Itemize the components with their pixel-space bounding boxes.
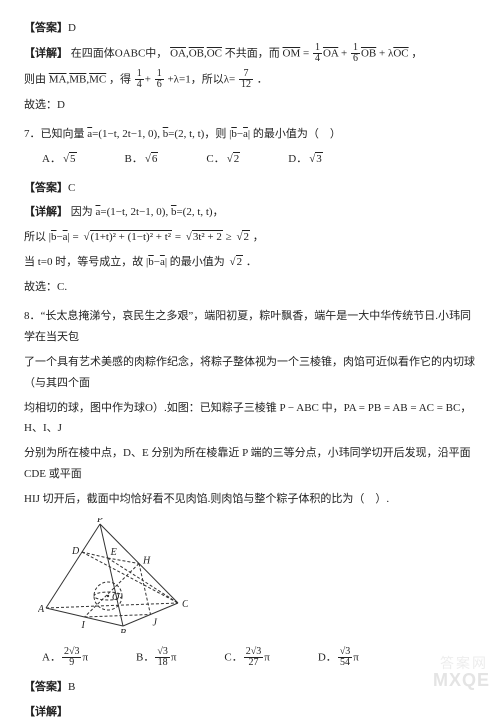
q8-opt-a[interactable]: A．2√39π	[42, 647, 88, 669]
svg-text:A: A	[38, 604, 45, 615]
q8-stem-5: HIJ 切开后，截面中均恰好看不见肉馅.则肉馅与整个粽子体积的比为（ ）.	[24, 489, 476, 510]
svg-text:J: J	[153, 618, 158, 629]
q6-answer: 【答案】D	[24, 18, 476, 39]
q8-answer: 【答案】B	[24, 677, 476, 698]
q8-expl: 【详解】	[24, 702, 476, 723]
svg-text:H: H	[142, 556, 151, 567]
q8-stem-3: 均相切的球，图中作为球O）.如图：已知粽子三棱锥 P − ABC 中，PA = …	[24, 398, 476, 440]
tetrahedron-svg: P A B C D E H I J O	[38, 518, 188, 633]
svg-text:D: D	[71, 546, 80, 557]
answer-label: 【答案】	[24, 22, 68, 34]
answer-value: D	[68, 22, 76, 34]
q7-opt-c[interactable]: C．2	[206, 149, 240, 170]
q8-opt-b[interactable]: B．√318π	[136, 647, 176, 669]
q7-opt-a[interactable]: A．5	[42, 149, 77, 170]
q6-end: 故选：D	[24, 95, 476, 116]
q8-figure: P A B C D E H I J O	[38, 518, 476, 641]
q7-expl-1: 【详解】 因为 a=(1−t, 2t−1, 0), b=(2, t, t)，	[24, 202, 476, 223]
q7-opt-d[interactable]: D．3	[288, 149, 323, 170]
svg-text:C: C	[182, 599, 188, 610]
q7-opt-b[interactable]: B．6	[125, 149, 159, 170]
q7-options: A．5 B．6 C．2 D．3	[24, 149, 476, 170]
q8-options: A．2√39π B．√318π C．2√327π D．√354π	[24, 647, 476, 669]
svg-text:P: P	[96, 518, 103, 525]
q7-stem: 7．已知向量 a=(1−t, 2t−1, 0), b=(2, t, t)，则 |…	[24, 124, 476, 145]
q6-expl-1: 【详解】 在四面体OABC中， OA,OB,OC 不共面，而 OM = 14OA…	[24, 43, 476, 65]
q7-end: 故选：C.	[24, 277, 476, 298]
q8-stem-4: 分别为所在棱中点，D、E 分别为所在棱靠近 P 端的三等分点，小玮同学切开后发现…	[24, 443, 476, 485]
q7-expl-3: 当 t=0 时，等号成立，故 |b−a| 的最小值为 2 ．	[24, 252, 476, 273]
q7-expl-2: 所以 |b−a| = (1+t)² + (1−t)² + t² = 3t² + …	[24, 227, 476, 248]
q8-stem-1: 8．“长太息掩涕兮，哀民生之多艰”，端阳初夏，粽叶飘香，端午是一大中华传统节日.…	[24, 306, 476, 348]
svg-text:O: O	[112, 592, 119, 603]
q8-stem-2: 了一个具有艺术美感的肉粽作纪念，将粽子整体视为一个三棱锥，肉馅可近似看作它的内切…	[24, 352, 476, 394]
q6-expl-2: 则由 MA,MB,MC ，得 14+ 16 +λ=1，所以λ= 712 ．	[24, 69, 476, 91]
svg-text:B: B	[120, 628, 126, 633]
svg-text:E: E	[110, 547, 117, 558]
q8-opt-d[interactable]: D．√354π	[318, 647, 359, 669]
q8-opt-c[interactable]: C．2√327π	[224, 647, 269, 669]
svg-text:I: I	[81, 620, 86, 631]
q7-answer: 【答案】C	[24, 178, 476, 199]
